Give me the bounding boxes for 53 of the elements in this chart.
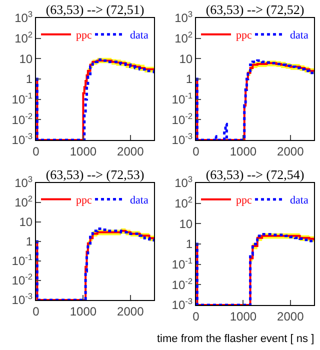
x-tick-label: 1000	[70, 304, 97, 318]
y-tick-label: 10$^{3}$	[174, 174, 193, 190]
x-tick-label: 2000	[117, 144, 144, 158]
y-tick-label: 10$^{-3}$	[172, 296, 193, 312]
y-tick-label: 1	[186, 72, 193, 86]
y-tick-label: 10	[19, 215, 33, 230]
y-tick-label: 10$^{-1}$	[172, 90, 193, 107]
y-tick-label: 10$^{-2}$	[12, 272, 33, 288]
chart-title: (63,53) --> (72,54)	[206, 167, 304, 182]
y-tick-label: 10$^{2}$	[14, 29, 33, 46]
y-tick-label: 10$^{-2}$	[172, 110, 193, 127]
x-tick-label: 0	[32, 304, 40, 318]
x-tick-label: 2000	[277, 309, 304, 324]
y-tick-label: 10$^{-1}$	[172, 255, 193, 272]
y-tick-label: 10$^{-3}$	[12, 291, 33, 308]
y-tick-label: 10$^{-2}$	[172, 276, 193, 292]
y-tick-label: 10$^{3}$	[14, 9, 33, 26]
legend-label: ppc	[236, 194, 252, 207]
y-tick-label: 10	[19, 52, 33, 66]
y-tick-label: 10$^{2}$	[14, 194, 33, 210]
y-tick-label: 10	[179, 216, 193, 231]
x-tick-label: 1000	[70, 144, 97, 158]
legend-label: data	[290, 30, 308, 42]
y-tick-label: 10	[179, 52, 193, 66]
legend-label: ppc	[236, 30, 252, 42]
y-tick-label: 10$^{-2}$	[12, 110, 33, 127]
y-tick-label: 10$^{2}$	[174, 29, 193, 46]
y-tick-label: 10$^{3}$	[14, 174, 33, 190]
x-tick-label: 0	[32, 144, 40, 158]
legend-label: ppc	[76, 194, 92, 207]
y-tick-label: 10$^{-1}$	[12, 252, 33, 268]
y-tick-label: 10$^{2}$	[174, 194, 193, 211]
y-tick-label: 1	[26, 72, 33, 86]
chart-title: (63,53) --> (72,53)	[46, 167, 144, 182]
y-tick-label: 10$^{-3}$	[12, 131, 33, 148]
x-tick-label: 2000	[277, 144, 304, 158]
x-tick-label: 1000	[230, 144, 257, 158]
y-tick-label: 10$^{3}$	[174, 9, 193, 26]
x-axis-title: time from the flasher event [ ns ]	[157, 333, 314, 345]
legend-label: data	[130, 30, 148, 42]
x-tick-label: 2000	[117, 304, 144, 318]
chart-title: (63,53) --> (72,51)	[46, 2, 144, 17]
y-tick-label: 1	[186, 237, 193, 252]
y-tick-label: 10$^{-1}$	[12, 90, 33, 107]
x-tick-label: 0	[192, 309, 200, 324]
x-tick-label: 0	[192, 144, 200, 158]
legend-label: data	[130, 194, 148, 207]
legend-label: ppc	[76, 30, 92, 42]
chart-title: (63,53) --> (72,52)	[206, 2, 304, 17]
legend-label: data	[290, 194, 308, 207]
y-tick-label: 10$^{-3}$	[172, 131, 193, 148]
y-tick-label: 1	[26, 234, 33, 249]
x-tick-label: 1000	[230, 309, 257, 324]
